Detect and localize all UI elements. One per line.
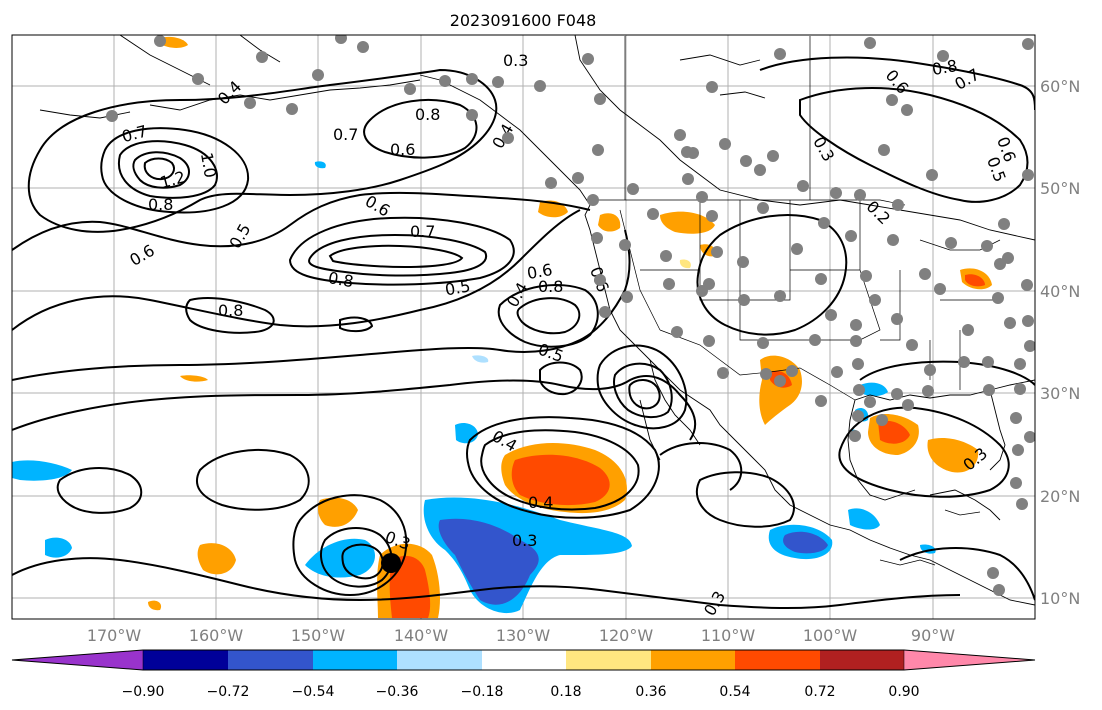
contour-label: 0.8 <box>148 195 173 214</box>
station-markers <box>106 35 1035 596</box>
colorbar-segment <box>313 650 397 670</box>
contour-label: 0.8 <box>538 277 563 296</box>
lon-label: 100°W <box>803 626 858 645</box>
map-frame <box>11 34 1036 620</box>
colorbar-tick-label: 0.72 <box>804 684 835 700</box>
coastlines <box>39 35 1035 606</box>
figure-title: 2023091600 F048 <box>450 11 597 30</box>
colorbar-tick-label: −0.54 <box>292 684 335 700</box>
contour-label: 0.6 <box>390 140 415 159</box>
colorbar-tick-label: −0.18 <box>461 684 504 700</box>
colorbar-segment <box>143 650 228 670</box>
negative-anomaly-shading <box>12 161 936 614</box>
colorbar-tick-label: 0.36 <box>635 684 666 700</box>
lat-label: 20°N <box>1040 487 1080 506</box>
colorbar-segment <box>566 650 651 670</box>
lon-label: 120°W <box>599 626 654 645</box>
lon-label: 140°W <box>394 626 449 645</box>
contour-label: 0.5 <box>443 276 471 299</box>
contour-label: 0.4 <box>528 493 553 512</box>
colorbar-segment <box>397 650 482 670</box>
contour-label: 0.3 <box>503 51 528 70</box>
colorbar-segment <box>482 650 566 670</box>
colorbar-segment <box>228 650 313 670</box>
colorbar-tick-label: −0.36 <box>376 684 419 700</box>
lat-label: 40°N <box>1040 282 1080 301</box>
lat-label: 50°N <box>1040 179 1080 198</box>
lon-label: 160°W <box>189 626 244 645</box>
longitude-labels: 170°W 160°W 150°W 140°W 130°W 120°W 110°… <box>87 626 955 645</box>
colorbar-tick-label: 0.90 <box>888 684 919 700</box>
contour-label: 0.3 <box>512 531 537 550</box>
storm-center-marker <box>381 553 401 573</box>
lon-label: 130°W <box>496 626 551 645</box>
colorbar-extend-low <box>12 650 143 670</box>
contour-label: 0.7 <box>410 222 435 241</box>
contour-label: 0.7 <box>333 125 358 144</box>
lon-label: 110°W <box>701 626 756 645</box>
lat-label: 10°N <box>1040 589 1080 608</box>
lon-label: 170°W <box>87 626 142 645</box>
lat-label: 60°N <box>1040 77 1080 96</box>
contour-label: 0.8 <box>930 56 958 79</box>
colorbar-segment <box>651 650 735 670</box>
colorbar-extend-high <box>904 650 1035 670</box>
contour-label: 0.6 <box>525 260 553 283</box>
contour-label: 0.8 <box>327 268 355 291</box>
latitude-labels: 60°N 50°N 40°N 30°N 20°N 10°N <box>1040 77 1080 608</box>
colorbar-tick-label: −0.72 <box>207 684 250 700</box>
colorbar-segment <box>735 650 820 670</box>
contour-label: 0.8 <box>415 105 440 124</box>
contour-label: 0.8 <box>218 301 243 320</box>
lat-label: 30°N <box>1040 384 1080 403</box>
lon-label: 90°W <box>911 626 955 645</box>
contour-lines <box>12 56 1035 610</box>
contour-label: 1.0 <box>197 151 220 179</box>
colorbar-tick-label: −0.90 <box>122 684 165 700</box>
colorbar-tick-label: 0.18 <box>550 684 581 700</box>
colorbar: −0.90 −0.72 −0.54 −0.36 −0.18 0.18 0.36 … <box>11 649 1036 700</box>
lon-label: 150°W <box>291 626 346 645</box>
colorbar-segment <box>820 650 904 670</box>
colorbar-tick-label: 0.54 <box>719 684 750 700</box>
